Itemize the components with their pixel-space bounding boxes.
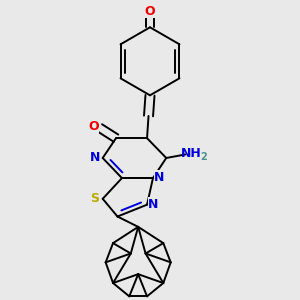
Text: 2: 2 bbox=[200, 152, 207, 162]
Text: O: O bbox=[88, 120, 98, 134]
Text: NH: NH bbox=[181, 147, 202, 160]
Text: N: N bbox=[154, 171, 165, 184]
Text: N: N bbox=[148, 198, 159, 211]
Text: N: N bbox=[90, 152, 101, 164]
Text: S: S bbox=[91, 192, 100, 205]
Text: O: O bbox=[145, 4, 155, 17]
